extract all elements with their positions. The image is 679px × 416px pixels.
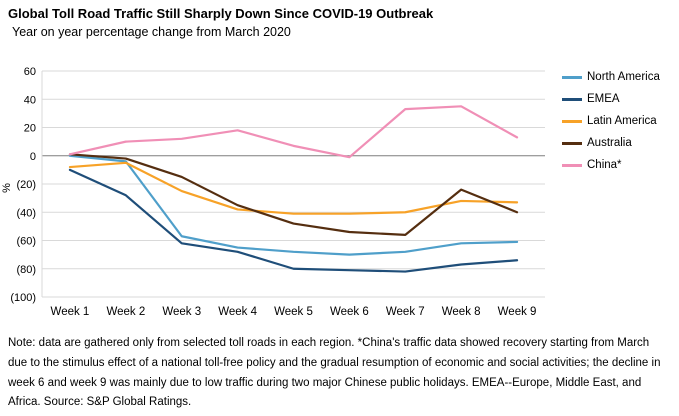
x-tick-label: Week 7 [386, 306, 425, 318]
legend-label-north-america: North America [587, 71, 660, 83]
legend-item-emea: EMEA [562, 88, 660, 110]
series-line-china- [68, 105, 519, 159]
legend-swatch-emea [562, 97, 582, 101]
traffic-chart: 60 40 20 0 (20) (40) (60) (80) (100) Week 1 Week 2… [1, 66, 545, 318]
y-tick-label: 40 [24, 94, 36, 106]
x-tick-label: Week 8 [442, 306, 481, 318]
x-tick-label: Week 3 [162, 306, 201, 318]
legend-label-australia: Australia [587, 137, 632, 149]
y-tick-label: (40) [16, 207, 36, 219]
legend-swatch-north-america [562, 75, 582, 79]
series-line-australia [68, 153, 519, 236]
y-tick-label: 20 [24, 123, 36, 135]
x-tick-label: Week 2 [106, 306, 145, 318]
x-tick-label: Week 1 [51, 306, 90, 318]
series-line-north-america [68, 154, 519, 256]
x-tick-label: Week 9 [498, 306, 537, 318]
legend-item-china: China* [562, 154, 660, 176]
chart-subtitle: Year on year percentage change from Marc… [12, 25, 291, 39]
legend-label-china: China* [587, 159, 622, 171]
y-tick-label: (80) [16, 264, 36, 276]
y-axis-title: % [1, 183, 13, 193]
y-tick-label: (20) [16, 179, 36, 191]
legend-item-latin-america: Latin America [562, 110, 660, 132]
legend-swatch-australia [562, 141, 582, 145]
legend-swatch-china [562, 163, 582, 167]
series-line-emea [68, 168, 519, 273]
x-tick-label: Week 4 [218, 306, 257, 318]
y-tick-label: 60 [24, 66, 36, 78]
legend-label-latin-america: Latin America [587, 115, 657, 127]
legend-item-north-america: North America [562, 66, 660, 88]
legend-label-emea: EMEA [587, 93, 620, 105]
footnote: Note: data are gathered only from select… [8, 337, 661, 409]
legend-swatch-latin-america [562, 119, 582, 123]
y-tick-label: (100) [10, 292, 36, 304]
x-tick-label: Week 6 [330, 306, 369, 318]
y-tick-label: 0 [30, 151, 36, 163]
y-tick-label: (60) [16, 236, 36, 248]
chart-title: Global Toll Road Traffic Still Sharply D… [8, 6, 434, 21]
legend-item-australia: Australia [562, 132, 660, 154]
chart-legend: North America EMEA Latin America Austral… [562, 66, 660, 176]
x-tick-label: Week 5 [274, 306, 313, 318]
